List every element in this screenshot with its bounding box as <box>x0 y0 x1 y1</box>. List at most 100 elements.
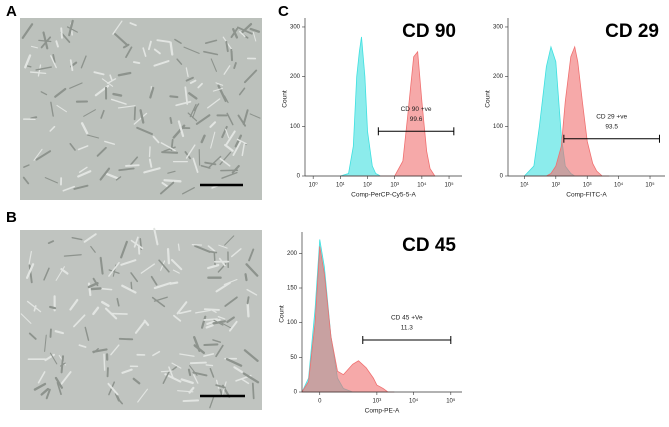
cell <box>133 112 148 125</box>
cell <box>96 146 107 157</box>
cell <box>35 66 52 71</box>
cell <box>60 27 63 39</box>
cell <box>152 135 160 144</box>
cell <box>169 41 174 56</box>
cell <box>173 314 182 322</box>
cell <box>49 305 57 310</box>
cell <box>78 344 87 348</box>
y-tick-label: 100 <box>287 320 298 326</box>
cell <box>160 370 173 373</box>
cell <box>200 164 211 169</box>
cell <box>163 146 176 152</box>
cell <box>233 366 243 374</box>
cell <box>22 176 30 185</box>
y-axis-label: Count <box>279 305 286 323</box>
cell <box>147 40 152 51</box>
cell <box>24 54 32 69</box>
cell <box>45 388 51 400</box>
cell <box>139 109 145 124</box>
cell <box>129 22 137 27</box>
cell <box>187 112 198 122</box>
cell <box>150 275 158 286</box>
cell <box>83 233 97 243</box>
cell <box>132 377 141 385</box>
cell <box>193 374 199 384</box>
cell <box>86 134 100 139</box>
cell <box>148 158 153 168</box>
cell <box>223 95 229 104</box>
cell <box>133 236 139 248</box>
y-tick-label: 0 <box>297 174 301 180</box>
cell <box>159 181 175 195</box>
cell <box>244 273 248 282</box>
cell <box>114 33 129 46</box>
cell <box>203 50 219 56</box>
cell <box>134 320 146 334</box>
cell <box>236 26 253 35</box>
x-tick-label: 10⁵ <box>446 398 456 405</box>
cell <box>148 146 151 158</box>
cell <box>243 349 259 362</box>
cell <box>210 131 216 149</box>
cell <box>205 364 214 367</box>
cell <box>204 39 218 44</box>
cell <box>21 23 34 39</box>
cell <box>26 300 42 313</box>
cell <box>47 240 55 245</box>
cell <box>184 86 189 105</box>
cell <box>162 370 170 384</box>
cell <box>23 164 30 168</box>
gate-percent: 99.6 <box>410 116 423 123</box>
cell <box>71 236 83 241</box>
cell <box>246 296 250 305</box>
cell <box>133 106 137 121</box>
y-tick-label: 100 <box>493 124 504 130</box>
cell <box>225 40 229 53</box>
cell <box>195 114 211 125</box>
cell <box>60 362 66 367</box>
cell <box>209 395 215 409</box>
cell <box>219 321 232 329</box>
gate-label: CD 90 +ve <box>401 106 432 113</box>
cell <box>195 309 211 314</box>
y-tick-label: 100 <box>290 124 301 130</box>
cell <box>73 314 86 328</box>
cell <box>213 319 224 326</box>
cell <box>176 301 188 315</box>
cell <box>84 326 90 341</box>
cell <box>28 332 37 340</box>
x-tick-label: 10² <box>551 183 560 189</box>
cell <box>192 157 199 173</box>
cell <box>110 344 120 356</box>
gate-percent: 11.3 <box>401 325 414 332</box>
cell <box>153 227 159 246</box>
cell <box>125 164 140 167</box>
cell <box>104 307 118 320</box>
cell <box>132 61 141 64</box>
cell <box>140 263 156 274</box>
cell <box>219 151 232 166</box>
cell <box>55 40 59 48</box>
cell <box>151 296 166 308</box>
cell <box>242 372 260 384</box>
cell <box>115 176 122 181</box>
micrograph <box>20 18 262 200</box>
cell <box>63 254 82 257</box>
x-tick-label: 10³ <box>390 183 399 189</box>
cell <box>25 263 35 279</box>
x-tick-label: 10⁴ <box>409 398 419 405</box>
panel-label: B <box>6 209 17 226</box>
cell <box>142 47 147 57</box>
cell <box>176 58 183 65</box>
cell <box>149 86 155 99</box>
cell <box>109 74 113 81</box>
cell <box>232 140 242 156</box>
cell <box>93 348 99 354</box>
cell <box>100 300 110 307</box>
x-tick-label: 10⁴ <box>614 182 624 189</box>
x-tick-label: 10² <box>363 183 372 189</box>
y-tick-label: 0 <box>500 174 504 180</box>
cell <box>226 112 234 126</box>
cell <box>116 297 120 307</box>
x-axis-label: Comp-FITC-A <box>566 192 607 199</box>
